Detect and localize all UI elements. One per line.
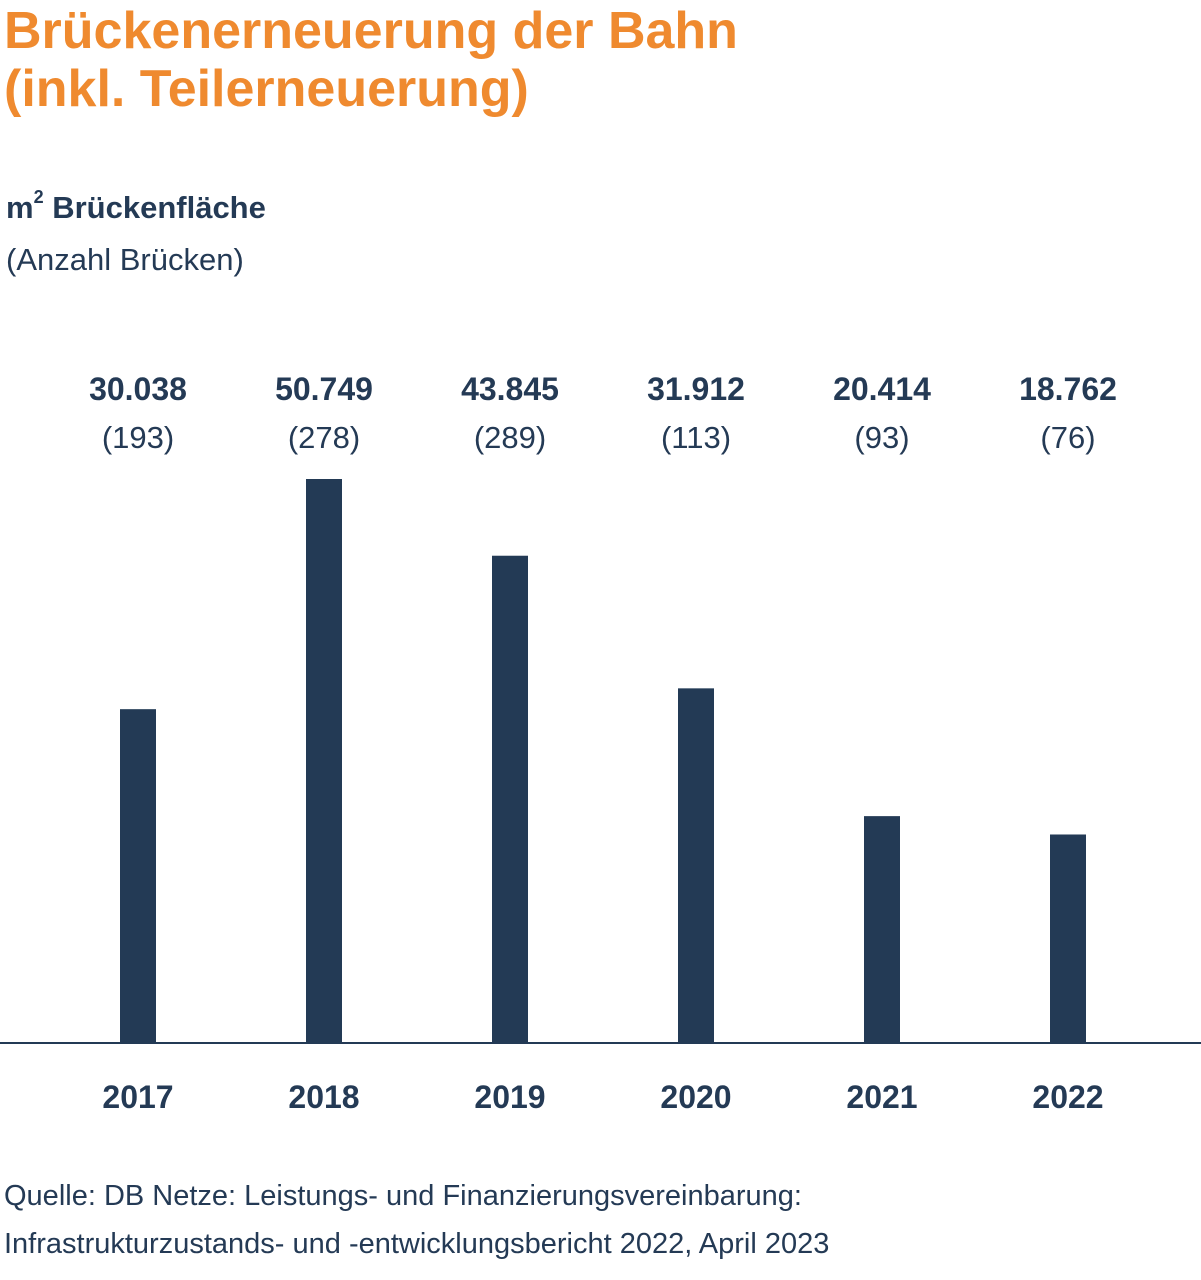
- count-label-2019: (289): [474, 420, 546, 455]
- source-note: Quelle: DB Netze: Leistungs- und Finanzi…: [4, 1172, 829, 1268]
- x-tick-label-2018: 2018: [288, 1079, 359, 1115]
- bar-2019: [492, 555, 528, 1043]
- bar-2017: [120, 709, 156, 1043]
- count-label-2022: (76): [1040, 420, 1095, 455]
- bar-2020: [678, 688, 714, 1043]
- bar-2022: [1050, 834, 1086, 1043]
- x-tick-label-2021: 2021: [846, 1079, 917, 1115]
- x-tick-label-2022: 2022: [1032, 1079, 1103, 1115]
- value-label-2020: 31.912: [647, 371, 745, 407]
- source-line-1: Quelle: DB Netze: Leistungs- und Finanzi…: [4, 1180, 802, 1212]
- count-label-2020: (113): [661, 420, 731, 455]
- x-tick-label-2019: 2019: [474, 1079, 545, 1115]
- x-tick-label-2020: 2020: [660, 1079, 731, 1115]
- count-label-2017: (193): [102, 420, 174, 455]
- bar-2018: [306, 479, 342, 1043]
- value-label-2018: 50.749: [275, 371, 373, 407]
- value-label-2017: 30.038: [89, 371, 187, 407]
- chart-title-line-1: Brückenerneuerung der Bahn: [4, 2, 738, 60]
- chart-title: Brückenerneuerung der Bahn (inkl. Teiler…: [4, 2, 1184, 118]
- chart-title-line-2: (inkl. Teilerneuerung): [4, 60, 529, 118]
- y-axis-sublabel: (Anzahl Brücken): [6, 242, 244, 277]
- y-axis-unit-exponent: 2: [33, 186, 44, 207]
- y-axis-label-text: Brückenfläche: [52, 190, 266, 225]
- value-label-2021: 20.414: [833, 371, 931, 407]
- x-tick-label-2017: 2017: [102, 1079, 173, 1115]
- value-label-2022: 18.762: [1019, 371, 1117, 407]
- bars-layer: 30.038 (193) 2017 50.749 (278) 2018 43.845 (289…: [89, 371, 1117, 1115]
- y-axis-label: m2 Brückenfläche: [6, 188, 266, 228]
- count-label-2018: (278): [288, 420, 360, 455]
- bar-chart: 30.038 (193) 2017 50.749 (278) 2018 43.845 (289…: [0, 371, 1201, 1115]
- count-label-2021: (93): [854, 420, 909, 455]
- source-line-2: Infrastrukturzustands- und -entwicklungs…: [4, 1228, 830, 1260]
- value-label-2019: 43.845: [461, 371, 559, 407]
- y-axis-unit: m: [6, 190, 34, 225]
- bar-2021: [864, 816, 900, 1043]
